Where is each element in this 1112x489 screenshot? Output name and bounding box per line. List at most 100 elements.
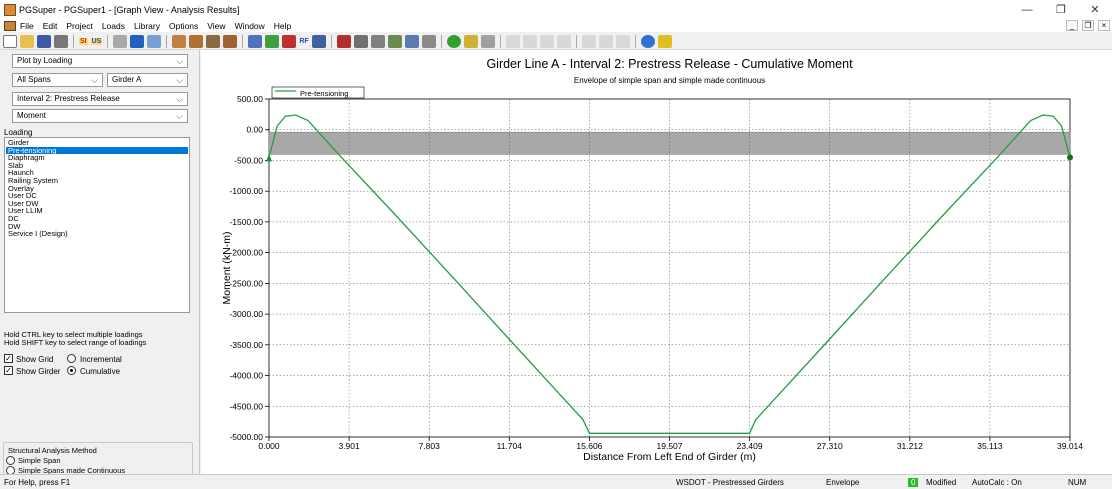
new-file-icon[interactable] xyxy=(3,34,17,48)
interval-dropdown[interactable]: Interval 2: Prestress Release ⌵ xyxy=(12,92,188,106)
simple-span-label: Simple Span xyxy=(18,456,61,465)
x-tick-label: 23.409 xyxy=(737,441,763,451)
y-tick-label: 500.00 xyxy=(237,94,263,104)
print-icon[interactable] xyxy=(54,34,68,48)
title-bar: PGSuper - PGSuper1 - [Graph View - Analy… xyxy=(0,0,1112,20)
graph-dropdown-icon[interactable] xyxy=(387,34,402,48)
spec-check-icon[interactable] xyxy=(446,34,461,48)
minimize-button[interactable]: — xyxy=(1021,4,1033,16)
cut-icon[interactable] xyxy=(522,34,537,48)
incremental-radio[interactable] xyxy=(67,354,76,363)
loading-item[interactable]: Service I (Design) xyxy=(8,229,68,239)
document-icon[interactable] xyxy=(4,21,16,31)
mdi-close-button[interactable]: × xyxy=(1098,20,1110,31)
interval-value: Interval 2: Prestress Release xyxy=(17,94,120,103)
mdi-restore-button[interactable]: ❐ xyxy=(1082,20,1094,31)
simple-span-radio[interactable] xyxy=(6,456,15,465)
loading-item[interactable]: User DC xyxy=(8,191,37,201)
cumulative-radio[interactable] xyxy=(67,366,76,375)
menu-loads[interactable]: Loads xyxy=(101,21,125,31)
toolbar-separator xyxy=(499,34,501,48)
y-tick-label: -3500.00 xyxy=(229,340,263,350)
loading-item[interactable]: Overlay xyxy=(8,183,34,193)
close-button[interactable]: ✕ xyxy=(1090,4,1100,16)
y-tick-label: -1500.00 xyxy=(229,217,263,227)
loading-item[interactable]: DC xyxy=(8,213,19,223)
y-tick-label: -1000.00 xyxy=(229,186,263,196)
menu-project[interactable]: Project xyxy=(66,21,93,31)
show-grid-checkbox[interactable]: ✓ xyxy=(4,354,13,363)
status-bar: For Help, press F1 WSDOT - Prestressed G… xyxy=(0,474,1112,489)
delete-icon[interactable] xyxy=(113,34,128,48)
graph-view[interactable]: Girder Line A - Interval 2: Prestress Re… xyxy=(201,50,1112,474)
view-dropdown-icon[interactable] xyxy=(404,34,419,48)
span-dropdown[interactable]: All Spans ⌵ xyxy=(12,73,103,87)
us-units-button[interactable]: US xyxy=(90,37,103,45)
plot-mode-dropdown[interactable]: Plot by Loading ⌵ xyxy=(12,54,188,68)
rating-factor-button[interactable]: RF xyxy=(299,37,309,45)
redo-icon[interactable] xyxy=(147,34,162,48)
list-icon[interactable] xyxy=(615,34,630,48)
paste-special-icon[interactable] xyxy=(556,34,571,48)
loading-item[interactable]: Girder xyxy=(8,138,29,147)
menu-library[interactable]: Library xyxy=(134,21,160,31)
x-tick-label: 19.507 xyxy=(657,441,683,451)
undo-icon[interactable] xyxy=(130,34,145,48)
graph-icon[interactable] xyxy=(336,34,351,48)
loading-item[interactable]: User DW xyxy=(8,198,39,208)
loading-list[interactable]: Girder Pre-tensioning Diaphragm Slab Hau… xyxy=(4,137,190,313)
menu-help[interactable]: Help xyxy=(273,21,292,31)
action-value: Moment xyxy=(17,111,46,120)
globe-icon[interactable] xyxy=(640,34,655,48)
loads-icon[interactable] xyxy=(282,34,297,48)
action-dropdown[interactable]: Moment ⌵ xyxy=(12,109,188,123)
loading-item[interactable]: Pre-tensioning xyxy=(6,146,188,155)
menu-options[interactable]: Options xyxy=(168,21,199,31)
span-edit-icon[interactable] xyxy=(223,34,238,48)
hint-range-select: Hold SHIFT key to select range of loadin… xyxy=(4,338,147,347)
save-icon[interactable] xyxy=(37,34,51,48)
loading-item[interactable]: User LLIM xyxy=(8,206,43,216)
sidebar: Plot by Loading ⌵ All Spans ⌵ Girder A ⌵… xyxy=(0,50,200,478)
x-tick-label: 0.000 xyxy=(258,441,280,451)
toolbar-separator xyxy=(166,34,168,48)
loading-item[interactable]: DW xyxy=(8,221,21,231)
status-num: NUM xyxy=(1068,478,1087,487)
ratings-icon[interactable] xyxy=(311,34,326,48)
mdi-minimize-button[interactable]: _ xyxy=(1066,20,1078,31)
pier-edit-icon[interactable] xyxy=(206,34,221,48)
menu-edit[interactable]: Edit xyxy=(42,21,58,31)
menu-window[interactable]: Window xyxy=(234,21,265,31)
loading-item[interactable]: Railing System xyxy=(8,175,59,185)
legend-box xyxy=(271,86,365,99)
girder-edit-icon[interactable] xyxy=(172,34,187,48)
girder-dropdown[interactable]: Girder A ⌵ xyxy=(107,73,188,87)
tree-icon[interactable] xyxy=(598,34,613,48)
show-grid-label: Show Grid xyxy=(16,355,54,364)
settings-icon[interactable] xyxy=(463,34,478,48)
stress-graph-icon[interactable] xyxy=(353,34,368,48)
open-folder-icon[interactable] xyxy=(20,34,34,48)
help-icon[interactable] xyxy=(657,34,672,48)
loading-item[interactable]: Haunch xyxy=(8,168,34,178)
menu-file[interactable]: File xyxy=(20,21,34,31)
copy-icon[interactable] xyxy=(505,34,520,48)
align-icon[interactable] xyxy=(581,34,596,48)
maximize-button[interactable]: ❐ xyxy=(1056,4,1066,16)
deflection-graph-icon[interactable] xyxy=(370,34,385,48)
menu-view[interactable]: View xyxy=(207,21,226,31)
loading-item[interactable]: Diaphragm xyxy=(8,153,45,163)
report-icon[interactable] xyxy=(248,34,263,48)
toolbar-separator xyxy=(330,34,332,48)
loading-item[interactable]: Slab xyxy=(8,160,24,170)
more-dropdown-icon[interactable] xyxy=(421,34,436,48)
bridge-edit-icon[interactable] xyxy=(189,34,204,48)
filter-icon[interactable] xyxy=(480,34,495,48)
x-tick-label: 15.606 xyxy=(576,441,602,451)
paste-icon[interactable] xyxy=(539,34,554,48)
show-girder-checkbox[interactable]: ✓ xyxy=(4,366,13,375)
analysis-icon[interactable] xyxy=(265,34,280,48)
chart-subtitle: Envelope of simple span and simple made … xyxy=(574,76,765,85)
toolbar-separator xyxy=(634,34,636,48)
si-units-button[interactable]: SI xyxy=(79,37,88,45)
